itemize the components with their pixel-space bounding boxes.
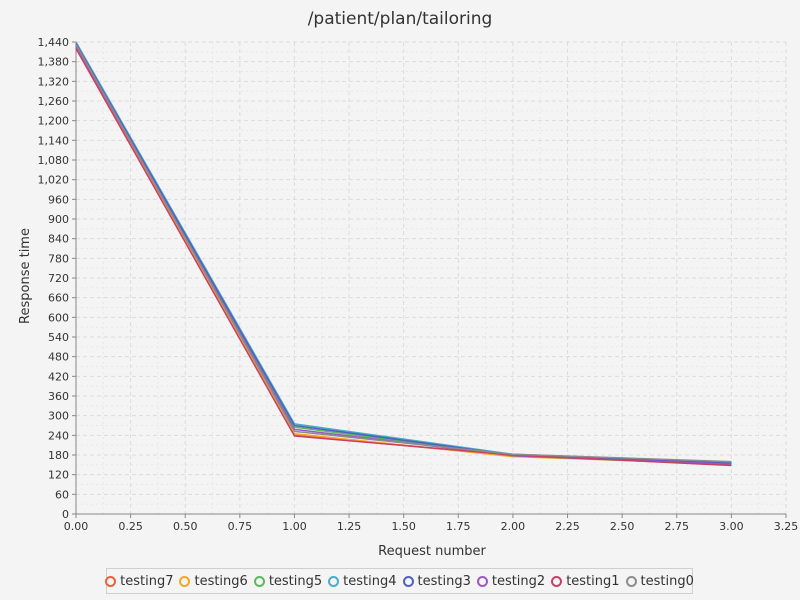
legend-item-testing7: testing7 bbox=[105, 574, 173, 589]
x-tick-label: 0.75 bbox=[228, 520, 253, 533]
y-tick-label: 180 bbox=[48, 449, 69, 462]
x-tick-label: 3.25 bbox=[774, 520, 799, 533]
y-tick-label: 600 bbox=[48, 311, 69, 324]
y-tick-label: 540 bbox=[48, 331, 69, 344]
legend-label: testing2 bbox=[491, 573, 546, 589]
line-chart: /patient/plan/tailoring 0.00 0.25 0.50 0.75… bbox=[18, 9, 799, 559]
legend-item-testing0: testing0 bbox=[625, 573, 694, 589]
x-tick-label: 1.75 bbox=[446, 520, 471, 533]
x-tick-label: 0.00 bbox=[64, 520, 89, 533]
x-tick-label: 0.25 bbox=[118, 520, 143, 533]
y-tick-label: 1,200 bbox=[38, 115, 70, 128]
legend-label: testing7 bbox=[120, 573, 174, 589]
y-tick-label: 120 bbox=[48, 469, 69, 482]
y-tick-label: 300 bbox=[48, 410, 69, 423]
legend-label: testing4 bbox=[343, 573, 397, 589]
y-tick-label: 660 bbox=[48, 292, 69, 305]
legend-label: testing0 bbox=[640, 573, 694, 589]
y-tick-label: 1,260 bbox=[38, 95, 70, 108]
x-axis-label: Request number bbox=[378, 544, 486, 559]
legend-swatch-icon bbox=[253, 575, 265, 587]
legend-swatch-icon bbox=[179, 575, 191, 587]
y-tick-label: 60 bbox=[55, 488, 69, 501]
y-tick-label: 1,140 bbox=[38, 134, 70, 147]
legend-label: testing5 bbox=[268, 573, 323, 589]
y-tick-label: 1,320 bbox=[38, 75, 70, 88]
legend: testing7 testing6 testing5 testing4 testing3… bbox=[105, 568, 694, 594]
x-tick-label: 2.00 bbox=[501, 520, 526, 533]
y-tick-label: 1,080 bbox=[38, 154, 70, 167]
y-tick-label: 1,440 bbox=[38, 36, 70, 49]
y-tick-label: 1,380 bbox=[38, 56, 70, 69]
x-tick-label: 3.00 bbox=[719, 520, 744, 533]
y-tick-label: 840 bbox=[48, 233, 69, 246]
legend-item-testing1: testing1 bbox=[551, 573, 620, 589]
y-tick-label: 480 bbox=[48, 351, 69, 364]
legend-swatch-icon bbox=[402, 575, 414, 587]
legend-label: testing1 bbox=[566, 573, 620, 589]
legend-item-testing4: testing4 bbox=[328, 573, 397, 589]
legend-swatch-icon bbox=[476, 575, 488, 587]
legend-item-testing2: testing2 bbox=[476, 573, 546, 589]
y-tick-label: 1,020 bbox=[38, 174, 70, 187]
y-tick-label: 900 bbox=[48, 213, 69, 226]
x-tick-label: 1.25 bbox=[337, 520, 362, 533]
y-tick-label: 960 bbox=[48, 193, 69, 206]
legend-label: testing6 bbox=[194, 573, 248, 589]
x-tick-label: 2.75 bbox=[665, 520, 690, 533]
y-tick-label: 780 bbox=[48, 252, 69, 265]
grid bbox=[75, 41, 787, 515]
legend-item-testing3: testing3 bbox=[402, 573, 471, 589]
x-tick-label: 2.50 bbox=[610, 520, 635, 533]
legend-label: testing3 bbox=[417, 573, 471, 589]
y-tick-label: 360 bbox=[48, 390, 69, 403]
y-tick-label: 0 bbox=[62, 508, 69, 521]
legend-swatch-icon bbox=[625, 575, 637, 587]
legend-swatch-icon bbox=[551, 575, 563, 587]
series-line-testing1 bbox=[75, 48, 732, 467]
series-lines bbox=[75, 41, 732, 467]
legend-swatch-icon bbox=[328, 575, 340, 587]
series-line-testing3 bbox=[75, 43, 732, 464]
y-axis-label: Response time bbox=[18, 228, 33, 324]
y-tick-label: 420 bbox=[48, 370, 69, 383]
axes: 0.00 0.25 0.50 0.75 1.00 1.25 1.50 1.75 2.00 2.25… bbox=[38, 36, 799, 533]
x-tick-label: 1.50 bbox=[391, 520, 416, 533]
chart-title: /patient/plan/tailoring bbox=[308, 9, 493, 29]
y-tick-label: 720 bbox=[48, 272, 69, 285]
legend-item-testing5: testing5 bbox=[253, 573, 323, 589]
x-tick-label: 0.50 bbox=[173, 520, 198, 533]
x-tick-label: 2.25 bbox=[555, 520, 580, 533]
legend-item-testing6: testing6 bbox=[179, 573, 248, 589]
series-line-testing0 bbox=[75, 44, 732, 463]
y-tick-label: 240 bbox=[48, 429, 69, 442]
x-tick-label: 1.00 bbox=[282, 520, 307, 533]
legend-swatch-icon bbox=[105, 575, 117, 587]
